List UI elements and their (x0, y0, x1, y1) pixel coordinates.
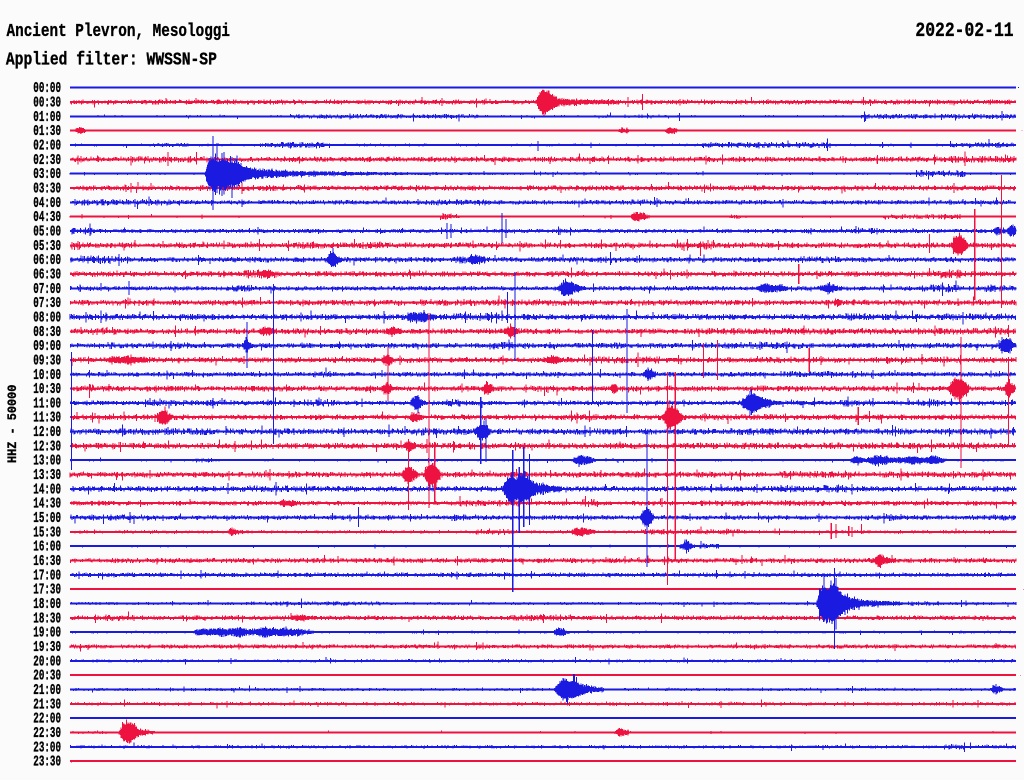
svg-text:02:00: 02:00 (33, 139, 61, 155)
svg-text:23:30: 23:30 (33, 755, 61, 771)
svg-text:17:30: 17:30 (33, 583, 61, 599)
svg-text:10:00: 10:00 (33, 368, 61, 384)
svg-text:16:30: 16:30 (33, 554, 61, 570)
svg-text:09:30: 09:30 (33, 353, 61, 369)
svg-text:18:30: 18:30 (33, 611, 61, 627)
svg-text:03:00: 03:00 (33, 167, 61, 183)
svg-text:11:00: 11:00 (33, 396, 61, 412)
svg-text:15:00: 15:00 (33, 511, 61, 527)
svg-text:16:00: 16:00 (33, 540, 61, 556)
svg-text:06:00: 06:00 (33, 253, 61, 269)
svg-text:04:30: 04:30 (33, 210, 61, 226)
svg-text:HHZ - 50000: HHZ - 50000 (5, 384, 20, 463)
svg-text:13:30: 13:30 (33, 468, 61, 484)
svg-text:07:30: 07:30 (33, 296, 61, 312)
svg-text:05:00: 05:00 (33, 225, 61, 241)
svg-text:05:30: 05:30 (33, 239, 61, 255)
svg-text:18:00: 18:00 (33, 597, 61, 613)
svg-text:03:30: 03:30 (33, 182, 61, 198)
svg-text:21:00: 21:00 (33, 683, 61, 699)
svg-text:12:30: 12:30 (33, 439, 61, 455)
svg-text:21:30: 21:30 (33, 697, 61, 713)
svg-text:17:00: 17:00 (33, 568, 61, 584)
svg-text:19:30: 19:30 (33, 640, 61, 656)
svg-text:01:00: 01:00 (33, 110, 61, 126)
svg-text:08:30: 08:30 (33, 325, 61, 341)
svg-text:00:00: 00:00 (33, 81, 61, 97)
svg-text:00:30: 00:30 (33, 96, 61, 112)
svg-text:Applied filter: WWSSN-SP: Applied filter: WWSSN-SP (6, 49, 217, 70)
svg-text:11:30: 11:30 (33, 411, 61, 427)
svg-text:13:00: 13:00 (33, 454, 61, 470)
svg-text:2022-02-11: 2022-02-11 (915, 20, 1013, 43)
svg-text:15:30: 15:30 (33, 525, 61, 541)
svg-text:Ancient Plevron, Mesologgi: Ancient Plevron, Mesologgi (7, 21, 231, 42)
svg-text:08:00: 08:00 (33, 310, 61, 326)
svg-text:07:00: 07:00 (33, 282, 61, 298)
svg-text:12:00: 12:00 (33, 425, 61, 441)
svg-text:23:00: 23:00 (33, 740, 61, 756)
svg-text:22:00: 22:00 (33, 712, 61, 728)
svg-text:20:30: 20:30 (33, 669, 61, 685)
svg-text:09:00: 09:00 (33, 339, 61, 355)
svg-text:10:30: 10:30 (33, 382, 61, 398)
svg-text:22:30: 22:30 (33, 726, 61, 742)
svg-text:14:30: 14:30 (33, 497, 61, 513)
svg-text:19:00: 19:00 (33, 626, 61, 642)
svg-text:06:30: 06:30 (33, 268, 61, 284)
svg-text:04:00: 04:00 (33, 196, 61, 212)
svg-text:14:00: 14:00 (33, 482, 61, 498)
svg-text:01:30: 01:30 (33, 124, 61, 140)
svg-text:20:00: 20:00 (33, 654, 61, 670)
svg-text:02:30: 02:30 (33, 153, 61, 169)
